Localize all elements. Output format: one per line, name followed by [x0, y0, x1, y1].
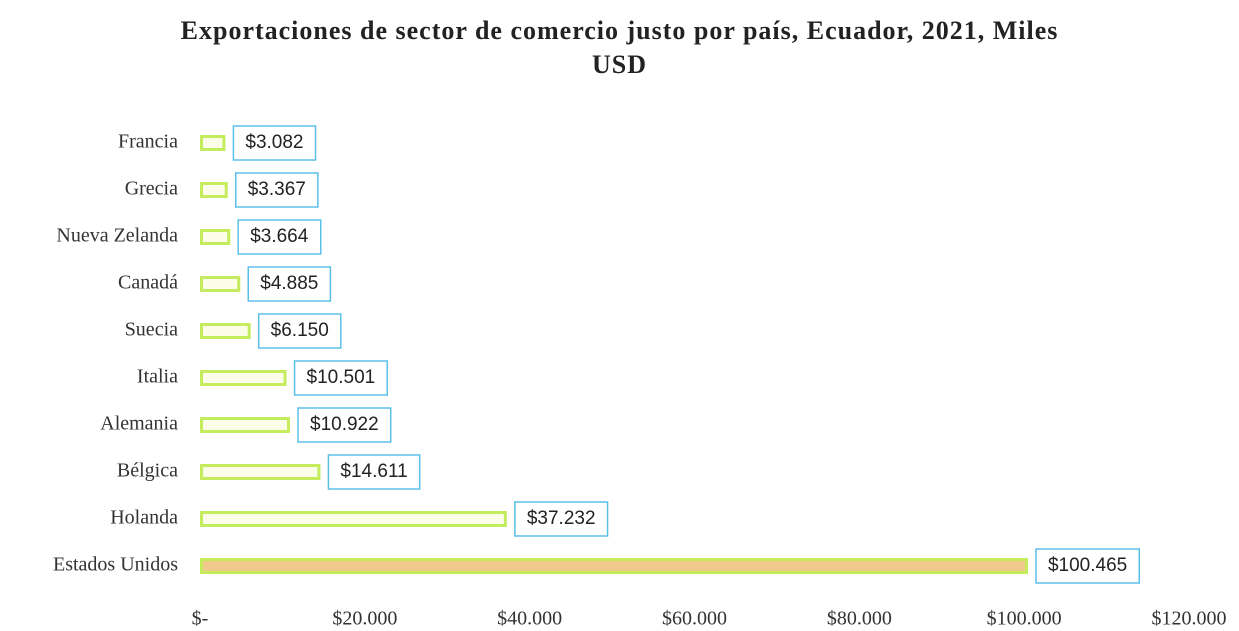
- bar: [200, 417, 291, 433]
- x-tick-label: $60.000: [662, 608, 727, 630]
- y-tick-label: Nueva Zelanda: [56, 225, 178, 247]
- bar: [200, 182, 228, 198]
- title-wrap: Exportaciones de sector de comercio just…: [0, 14, 1239, 82]
- bar: [200, 464, 321, 480]
- chart-title: Exportaciones de sector de comercio just…: [180, 16, 1059, 79]
- data-label-box: [257, 313, 342, 349]
- data-label: $3.082: [245, 132, 303, 153]
- data-label: $6.150: [271, 320, 329, 341]
- y-tick-label: Bélgica: [117, 460, 178, 482]
- x-tick-label: $-: [192, 608, 209, 630]
- data-label: $10.501: [307, 367, 376, 388]
- data-label: $4.885: [260, 273, 318, 294]
- y-tick-label: Alemania: [100, 413, 178, 435]
- y-tick-label: Holanda: [110, 507, 178, 529]
- y-tick-label: Suecia: [125, 319, 178, 341]
- data-label: $100.465: [1048, 555, 1127, 576]
- y-tick-label: Italia: [137, 366, 178, 388]
- data-label-box: [297, 407, 392, 443]
- bar: [200, 370, 287, 386]
- bar: [200, 323, 251, 339]
- bar: [200, 511, 507, 527]
- data-label-box: [514, 501, 609, 537]
- data-label-box: [232, 125, 317, 161]
- data-label: $37.232: [527, 508, 596, 529]
- data-label: $14.611: [340, 461, 407, 482]
- y-tick-label: Francia: [118, 131, 178, 153]
- bar: [200, 276, 241, 292]
- bar: [200, 135, 226, 151]
- y-tick-label: Canadá: [118, 272, 178, 294]
- x-tick-label: $120.000: [1152, 608, 1227, 630]
- y-tick-label: Grecia: [125, 178, 178, 200]
- data-label-box: [234, 172, 319, 208]
- data-label-box: [237, 219, 322, 255]
- y-tick-label: Estados Unidos: [53, 554, 178, 576]
- x-tick-label: $80.000: [827, 608, 892, 630]
- bar: [200, 558, 1028, 574]
- bar: [200, 229, 231, 245]
- data-label-box: [247, 266, 332, 302]
- x-tick-label: $100.000: [987, 608, 1062, 630]
- data-label-box: [293, 360, 388, 396]
- data-label-box: [327, 454, 421, 490]
- data-label: $3.664: [250, 226, 309, 247]
- x-tick-label: $40.000: [497, 608, 562, 630]
- data-label: $3.367: [248, 179, 306, 200]
- x-tick-label: $20.000: [332, 608, 397, 630]
- data-label: $10.922: [310, 414, 379, 435]
- data-label-box: [1035, 548, 1140, 584]
